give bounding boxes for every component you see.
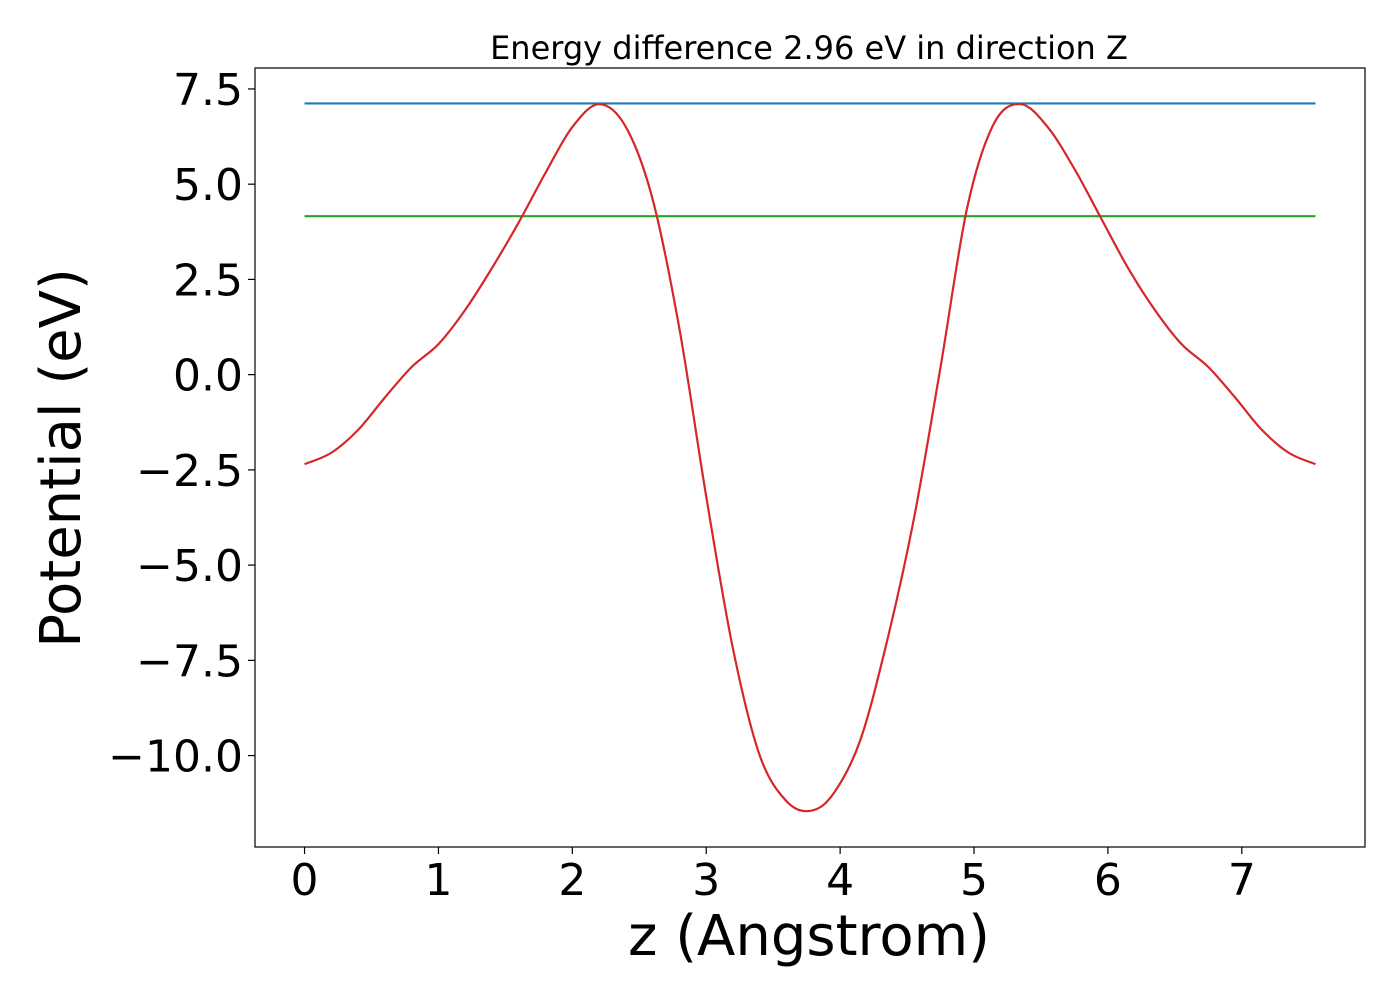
x-axis: 0 1 2 3 4 5 6 7 (291, 847, 1256, 906)
x-tick-label: 5 (960, 855, 988, 906)
y-axis: 7.5 5.0 2.5 0.0 −2.5 −5.0 −7.5 −10.0 (108, 65, 255, 783)
y-tick-label: 5.0 (173, 160, 243, 211)
x-tick-label: 4 (826, 855, 854, 906)
y-tick-label: −2.5 (136, 446, 243, 497)
y-tick-label: 2.5 (173, 255, 243, 306)
x-tick-label: 1 (424, 855, 452, 906)
x-tick-label: 0 (291, 855, 319, 906)
y-tick-label: −5.0 (136, 541, 243, 592)
x-tick-label: 3 (692, 855, 720, 906)
y-tick-label: −10.0 (108, 732, 243, 783)
x-tick-label: 7 (1228, 855, 1256, 906)
y-tick-label: −7.5 (136, 636, 243, 687)
series-line-3 (304, 103, 1316, 813)
x-axis-label: z (Angstrom) (628, 904, 990, 969)
x-tick-label: 2 (558, 855, 586, 906)
y-axis-label: Potential (eV) (29, 268, 94, 648)
plot-area-frame (254, 67, 1366, 848)
chart-title: Energy difference 2.96 eV in direction Z (490, 29, 1128, 67)
x-tick-label: 6 (1094, 855, 1122, 906)
y-tick-label: 7.5 (173, 65, 243, 116)
plot-lines (304, 102, 1316, 813)
y-tick-label: 0.0 (173, 351, 243, 402)
